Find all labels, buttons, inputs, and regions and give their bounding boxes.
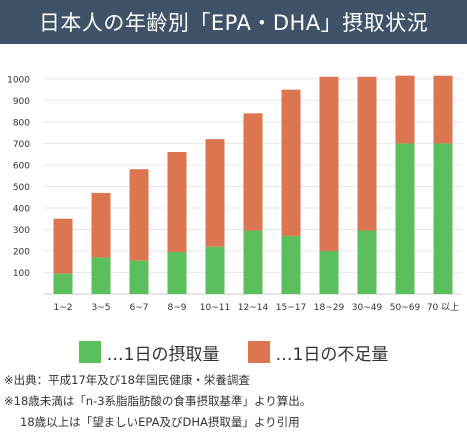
bar-shortfall xyxy=(243,113,263,231)
x-tick-label: 8~9 xyxy=(168,303,187,313)
bar-intake xyxy=(91,257,111,294)
bar-intake xyxy=(53,273,73,294)
bar-shortfall xyxy=(395,75,415,144)
footnote-source: ※出典：平成17年及び18年国民健康・栄養調査 xyxy=(4,373,250,387)
bar-intake xyxy=(357,230,377,294)
x-tick-label: 1~2 xyxy=(54,303,73,313)
bar-intake xyxy=(167,252,187,294)
x-tick-label: 50~69 xyxy=(390,303,421,313)
y-tick-label: 800 xyxy=(13,118,30,128)
bar-intake xyxy=(319,250,339,294)
y-tick-label: 200 xyxy=(13,247,30,257)
bar-shortfall xyxy=(433,75,453,144)
y-tick-label: 400 xyxy=(13,204,30,214)
bar-intake xyxy=(281,235,301,294)
bar-intake xyxy=(395,143,415,294)
bar-shortfall xyxy=(357,76,377,231)
bar-shortfall xyxy=(129,169,149,261)
x-tick-label: 30~49 xyxy=(352,303,383,313)
bar-intake xyxy=(433,143,453,294)
y-tick-label: 600 xyxy=(13,161,30,171)
x-tick-label: 70 以上 xyxy=(427,302,459,313)
bar-intake xyxy=(205,246,225,294)
bar-shortfall xyxy=(205,139,225,247)
y-tick-label: 1000 xyxy=(7,75,30,85)
x-tick-label: 10~11 xyxy=(200,303,230,313)
legend: …1日の摂取量 …1日の不足量 xyxy=(0,338,467,366)
legend-swatch-shortfall xyxy=(247,341,270,363)
legend-swatch-intake xyxy=(78,341,101,363)
chart-title-banner: 日本人の年齢別「EPA・DHA」摂取状況 xyxy=(0,0,467,44)
y-tick-label: 700 xyxy=(13,140,30,150)
stacked-bar-chart: 100 200 300 400 500 600 700 800 900 1000 1~2 3~5 6~7… xyxy=(7,75,462,313)
bar-intake xyxy=(243,230,263,294)
x-tick-label: 18~29 xyxy=(314,303,345,313)
legend-item-intake: …1日の摂取量 xyxy=(78,340,220,365)
bar-shortfall xyxy=(167,152,187,253)
x-tick-label: 12~14 xyxy=(238,303,269,313)
chart-title: 日本人の年齢別「EPA・DHA」摂取状況 xyxy=(38,11,429,35)
footnotes: ※出典：平成17年及び18年国民健康・栄養調査 ※18歳未満は「n-3系脂脂肪酸… xyxy=(4,370,464,433)
bar-shortfall xyxy=(91,192,111,258)
bar-intake xyxy=(129,260,149,294)
y-tick-label: 300 xyxy=(13,226,30,236)
x-tick-label: 3~5 xyxy=(92,303,111,313)
legend-label-shortfall: …1日の不足量 xyxy=(275,344,389,365)
bar-shortfall xyxy=(53,218,73,274)
bar-shortfall xyxy=(319,76,339,251)
footnote-over18: 18歳以上は「望ましいEPA及びDHA摂取量」より引用 xyxy=(20,415,300,429)
x-tick-label: 6~7 xyxy=(130,303,149,313)
footnote-under18: ※18歳未満は「n-3系脂脂肪酸の食事摂取基準」より算出。 xyxy=(4,394,312,408)
y-tick-label: 100 xyxy=(13,269,30,279)
legend-label-intake: …1日の摂取量 xyxy=(106,344,220,365)
y-tick-label: 500 xyxy=(13,183,30,193)
y-tick-label: 900 xyxy=(13,97,30,107)
bar-shortfall xyxy=(281,89,301,236)
legend-item-shortfall: …1日の不足量 xyxy=(247,340,389,365)
x-tick-label: 15~17 xyxy=(276,303,306,313)
